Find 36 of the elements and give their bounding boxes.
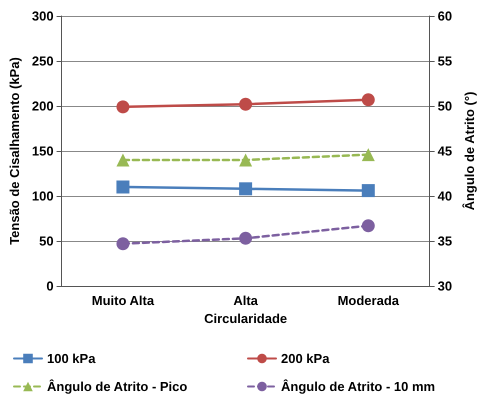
y-tick-label: 50 (39, 234, 54, 248)
point (116, 100, 130, 114)
x-tick-label: Alta (233, 293, 259, 308)
x-tick-label: Moderada (338, 293, 400, 308)
legend-label: 100 kPa (47, 351, 96, 366)
y-tick-label: 200 (32, 98, 54, 114)
y-tick-label: 300 (32, 8, 54, 24)
point (239, 232, 252, 245)
point (239, 154, 252, 166)
x-tick-label: Muito Alta (92, 293, 155, 308)
y2-tick-label: 45 (438, 144, 452, 158)
y2-tick-label: 60 (438, 8, 452, 24)
point (116, 154, 130, 166)
point (362, 184, 375, 198)
y2-axis-title: Ângulo de Atrito (°) (462, 92, 477, 210)
legend-label: 200 kPa (281, 351, 330, 366)
point (362, 93, 375, 106)
y2-tick-label: 50 (438, 98, 452, 114)
y2-tick-label: 55 (438, 54, 452, 68)
point (239, 98, 252, 111)
legend-label: Ângulo de Atrito - 10 mm (281, 379, 436, 394)
x-axis-title: Circularidade (204, 311, 288, 326)
point (362, 148, 375, 162)
y-tick-label: 250 (32, 54, 54, 68)
point (116, 237, 130, 250)
legend-label: Ângulo de Atrito - Pico (47, 379, 188, 394)
point (239, 182, 252, 196)
y-tick-label: 100 (32, 188, 54, 204)
y2-tick-label: 30 (438, 278, 452, 294)
y-axis-title: Tensão de Cisalhamento (kPa) (7, 57, 22, 245)
point (116, 180, 130, 194)
point (362, 219, 375, 232)
y2-tick-label: 40 (438, 188, 452, 204)
y-tick-label: 0 (46, 278, 54, 294)
y-tick-label: 150 (32, 144, 54, 158)
y2-tick-label: 35 (438, 234, 452, 248)
